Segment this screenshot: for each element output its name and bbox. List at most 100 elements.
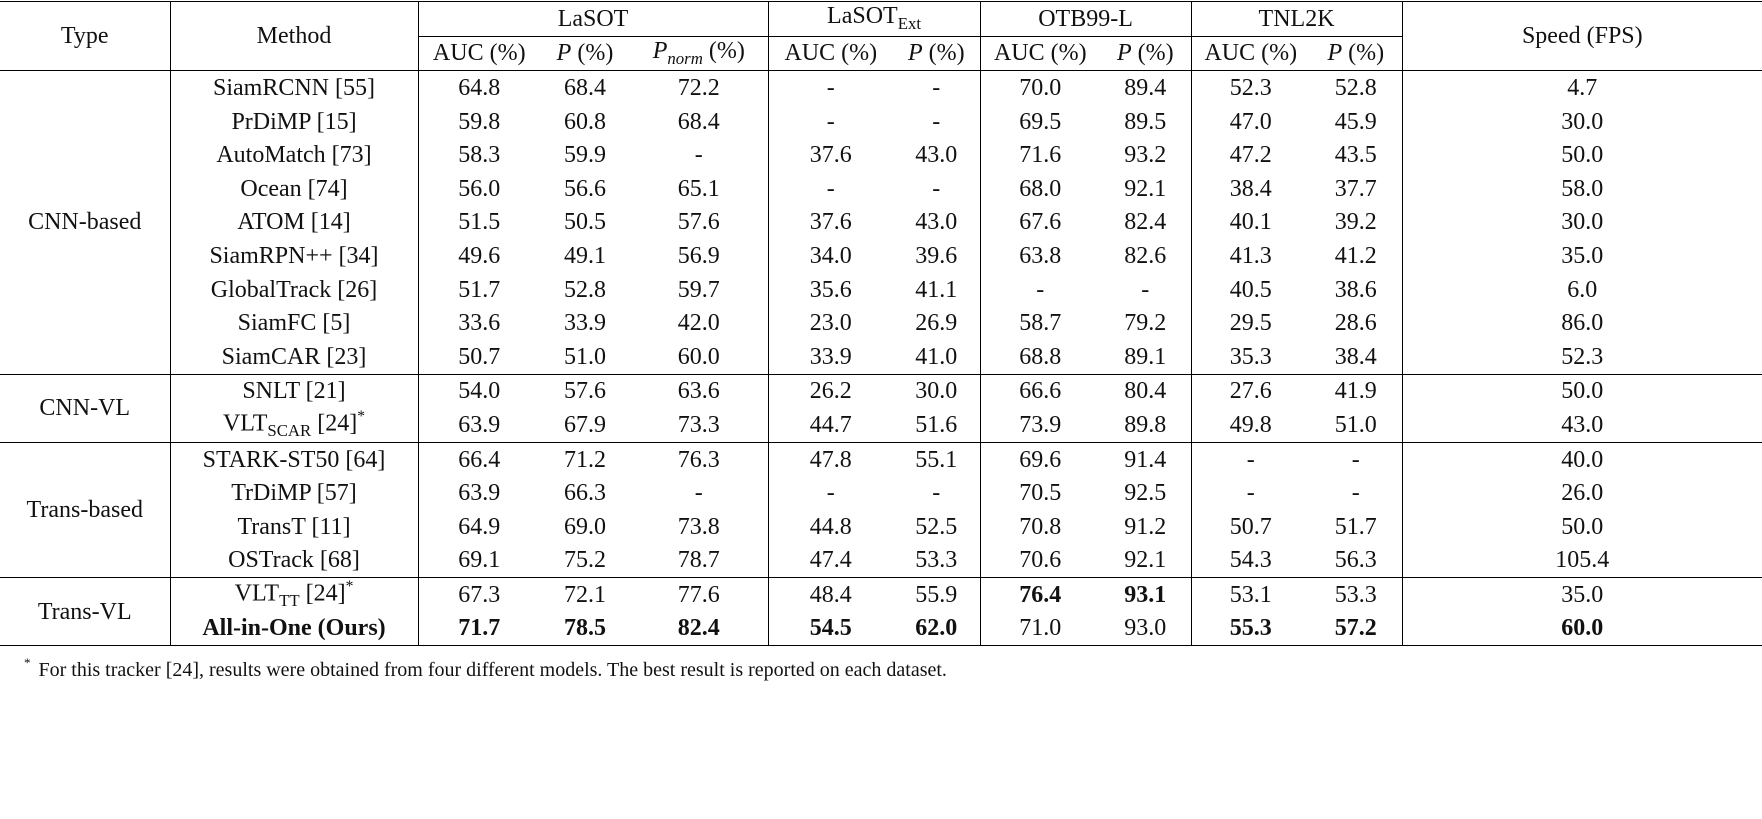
value-cell: 41.2: [1310, 239, 1403, 273]
data-row: TransT [11] 64.9 69.0 73.8 44.8 52.5 70.8 91.2 5…: [0, 509, 1762, 544]
method-cell: VLTTT [24]*: [170, 577, 419, 612]
value-cell: 57.2: [1310, 611, 1403, 647]
value-cell: 51.0: [1310, 408, 1403, 443]
footnote-mark: *: [24, 655, 31, 670]
value-cell: 59.8: [458, 108, 501, 135]
value-cell: -: [826, 108, 835, 135]
value-cell: 68.4: [564, 74, 606, 101]
metric-header: AUC (%): [418, 36, 540, 72]
method-cell: STARK-ST50 [64]: [170, 441, 419, 477]
metric-header: P (%): [540, 36, 630, 72]
value-cell: 59.7: [630, 272, 769, 307]
value-cell: 26.9: [893, 306, 981, 340]
method-cell: VLTSCAR [24]*: [170, 408, 419, 443]
value-cell: 53.3: [893, 543, 981, 578]
value-cell: 91.2: [1100, 509, 1192, 544]
value-cell: 43.0: [893, 138, 981, 172]
value-cell: 60.0: [1402, 611, 1762, 647]
dataset-header: OTB99-L: [980, 1, 1192, 37]
text-part: (%): [922, 40, 965, 67]
value-cell: 39.2: [1310, 205, 1403, 240]
value-cell: 54.3: [1229, 547, 1272, 574]
type-cell: CNN-based: [0, 70, 171, 375]
value-cell: 70.5: [1019, 480, 1062, 507]
value-cell: 34.0: [809, 242, 852, 269]
metric-header: P (%): [1310, 36, 1403, 72]
value-cell: 51.7: [458, 276, 501, 303]
value-cell: 59.9: [564, 142, 606, 169]
method-cell: GlobalTrack [26]: [170, 272, 419, 307]
value-cell: -: [1036, 276, 1045, 303]
footnote-text: For this tracker [24], results were obta…: [38, 659, 947, 682]
value-cell: 72.1: [540, 577, 630, 612]
value-cell: 89.5: [1100, 104, 1192, 139]
value-cell: 55.1: [893, 441, 981, 477]
value-cell: -: [826, 175, 835, 202]
value-cell: 91.4: [1100, 441, 1192, 477]
data-row: All-in-One (Ours) 71.7 78.5 82.4 54.5 62.0 71.…: [0, 611, 1762, 647]
value-cell: 43.0: [893, 205, 981, 240]
value-cell: 78.5: [540, 611, 630, 647]
data-row: ATOM [14] 51.5 50.5 57.6 37.6 43.0 67.6 82.4 40.…: [0, 205, 1762, 240]
metric-header: AUC (%): [1191, 36, 1311, 72]
value-cell: 49.1: [564, 242, 606, 269]
value-cell: 89.4: [1100, 70, 1192, 105]
text-part: VLT: [222, 410, 268, 437]
value-cell: 105.4: [1555, 547, 1610, 574]
header-row: AUC (%) P (%) Pnorm (%) AUC (%) P (%) AUC (%)…: [0, 36, 1762, 72]
value-cell: 52.5: [893, 509, 981, 544]
value-cell: 68.0: [1019, 175, 1062, 202]
method-cell: OSTrack [68]: [170, 543, 419, 578]
value-cell: 57.6: [630, 205, 769, 240]
value-cell: 29.5: [1229, 310, 1272, 337]
method-header: Method: [170, 0, 419, 72]
value-cell: 47.4: [809, 547, 852, 574]
metric-header: AUC (%): [980, 36, 1101, 72]
text-part: (%): [1131, 40, 1174, 67]
value-cell: 33.6: [458, 310, 501, 337]
value-cell: 35.0: [1402, 577, 1762, 612]
value-cell: 44.8: [809, 513, 852, 540]
value-cell: -: [893, 70, 981, 105]
value-cell: 41.1: [893, 272, 981, 307]
value-cell: 35.6: [809, 276, 852, 303]
value-cell: 93.2: [1100, 138, 1192, 172]
value-cell: 40.5: [1229, 276, 1272, 303]
text-part: *: [345, 578, 354, 596]
value-cell: 48.4: [768, 577, 894, 612]
text-part: P: [907, 40, 923, 67]
metric-header: P (%): [893, 36, 981, 72]
value-cell: 73.3: [630, 408, 769, 443]
speed-header: Speed (FPS): [1402, 0, 1762, 72]
value-cell: 52.3: [1229, 74, 1272, 101]
value-cell: 54.0: [418, 373, 540, 409]
data-row: VLTSCAR [24]* 63.9 67.9 73.3 44.7 51.6 73.9 89.…: [0, 408, 1762, 443]
value-cell: 50.7: [1229, 513, 1272, 540]
value-cell: 76.4: [980, 577, 1101, 612]
value-cell: 51.0: [564, 343, 606, 370]
data-row: Trans-based STARK-ST50 [64] 66.4 71.2 76.3 47…: [0, 441, 1762, 578]
method-cell: SiamFC [5]: [170, 306, 419, 340]
value-cell: 39.6: [893, 239, 981, 273]
value-cell: -: [1246, 480, 1255, 507]
value-cell: 56.3: [1310, 543, 1403, 578]
value-cell: -: [1310, 441, 1403, 477]
value-cell: 73.9: [1019, 411, 1062, 438]
data-row: CNN-VL SNLT [21] 54.0 57.6 63.6 26.2 30.0 66.6 8…: [0, 373, 1762, 443]
data-row: GlobalTrack [26] 51.7 52.8 59.7 35.6 41.1 - - 40…: [0, 272, 1762, 307]
value-cell: 60.8: [564, 108, 606, 135]
metric-header: AUC (%): [768, 36, 894, 72]
value-cell: 41.0: [893, 339, 981, 375]
value-cell: 77.6: [630, 577, 769, 612]
value-cell: 30.0: [1561, 108, 1604, 135]
text-part: *: [357, 408, 366, 426]
method-cell: TrDiMP [57]: [170, 476, 419, 510]
data-row: SiamFC [5] 33.6 33.9 42.0 23.0 26.9 58.7 79.2 29…: [0, 306, 1762, 340]
value-cell: 80.4: [1100, 373, 1192, 409]
text-part: (%): [1342, 40, 1385, 67]
value-cell: 6.0: [1567, 276, 1598, 303]
value-cell: 93.1: [1100, 577, 1192, 612]
data-row: Ocean [74] 56.0 56.6 65.1 - - 68.0 92.1 38.4 37.7…: [0, 171, 1762, 206]
value-cell: -: [826, 74, 835, 101]
